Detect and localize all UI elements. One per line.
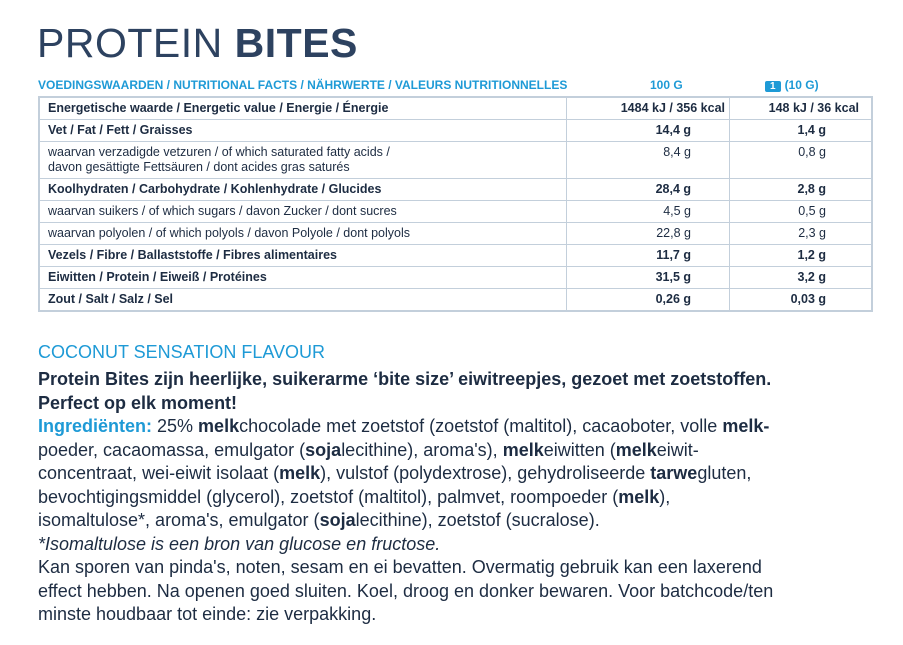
text-line: minste houdbaar tot einde: zie verpakkin… xyxy=(38,603,773,627)
nutrition-row: Energetische waarde / Energetic value / … xyxy=(38,96,873,120)
table-header: VOEDINGSWAARDEN / NUTRITIONAL FACTS / NÄ… xyxy=(38,78,872,94)
text-line: bevochtigingsmiddel (glycerol), zoetstof… xyxy=(38,486,773,510)
nutrition-row: Eiwitten / Protein / Eiweiß / Protéines 3… xyxy=(38,266,873,289)
nutrient-label: Eiwitten / Protein / Eiweiß / Protéines xyxy=(38,266,567,289)
nutrient-label: Koolhydraten / Carbohydrate / Kohlenhydr… xyxy=(38,178,567,201)
text-segment: lecithine), zoetstof (sucralose). xyxy=(355,510,600,530)
text-segment: concentraat, wei-eiwit isolaat ( xyxy=(38,463,280,483)
nutrition-row: waarvan verzadigde vetzuren / of which s… xyxy=(38,141,873,179)
text-segment: Perfect op elk moment! xyxy=(38,392,238,413)
nutrient-label: Vet / Fat / Fett / Graisses xyxy=(38,119,567,142)
text-segment: tarwe xyxy=(650,463,698,483)
label-line: Koolhydraten / Carbohydrate / Kohlenhydr… xyxy=(48,182,382,196)
text-segment: eiwit- xyxy=(656,439,699,460)
text-segment: bevochtigingsmiddel (glycerol), zoetstof… xyxy=(38,486,619,507)
text-segment: isomaltulose*, aroma's, emulgator ( xyxy=(38,510,320,530)
text-segment: eiwitten ( xyxy=(543,439,616,460)
label-line: Vezels / Fibre / Ballaststoffe / Fibres … xyxy=(48,248,338,262)
nutrition-row: Zout / Salt / Salz / Sel 0,26 g 0,03 g xyxy=(38,288,873,312)
text-line: effect hebben. Na openen goed sluiten. K… xyxy=(38,580,773,604)
text-segment: Protein Bites zijn heerlijke, suikerarme… xyxy=(38,369,772,389)
nutrient-label: Zout / Salt / Salz / Sel xyxy=(38,288,567,312)
nutrient-label: waarvan polyolen / of which polyols / da… xyxy=(38,222,567,245)
text-segment: chocolade met zoetstof (zoetstof (maltit… xyxy=(239,416,723,436)
value-portion: 3,2 g xyxy=(729,266,873,289)
value-100g: 28,4 g xyxy=(566,178,730,201)
value-portion: 2,3 g xyxy=(729,222,873,245)
label-line: waarvan polyolen / of which polyols / da… xyxy=(48,226,411,240)
value-100g: 4,5 g xyxy=(566,200,730,223)
value-portion: 0,8 g xyxy=(729,141,873,179)
value-100g: 22,8 g xyxy=(566,222,730,245)
text-segment: Kan sporen van pinda's, noten, sesam en … xyxy=(38,557,762,577)
nutrient-label: Energetische waarde / Energetic value / … xyxy=(38,96,567,120)
nutrient-label: Vezels / Fibre / Ballaststoffe / Fibres … xyxy=(38,244,567,267)
text-segment: *Isomaltulose is een bron van glucose en… xyxy=(38,533,441,554)
value-portion: 1,4 g xyxy=(729,119,873,142)
title: PROTEIN BITES xyxy=(37,20,358,67)
text-segment: soja xyxy=(319,510,356,530)
title-light: PROTEIN xyxy=(37,20,223,66)
value-100g: 14,4 g xyxy=(566,119,730,142)
text-segment: soja xyxy=(305,439,342,460)
text-line: Perfect op elk moment! xyxy=(38,392,773,416)
header-col2: 1 (10 G) xyxy=(765,78,819,92)
nutrition-row: Vezels / Fibre / Ballaststoffe / Fibres … xyxy=(38,244,873,267)
value-portion: 2,8 g xyxy=(729,178,873,201)
label-line: Eiwitten / Protein / Eiweiß / Protéines xyxy=(48,270,267,284)
body-text: Protein Bites zijn heerlijke, suikerarme… xyxy=(38,368,773,627)
text-segment: melk- xyxy=(722,416,770,436)
text-line: poeder, cacaomassa, emulgator (sojalecit… xyxy=(38,439,773,463)
text-line: Protein Bites zijn heerlijke, suikerarme… xyxy=(38,368,773,392)
value-100g: 11,7 g xyxy=(566,244,730,267)
header-label: VOEDINGSWAARDEN / NUTRITIONAL FACTS / NÄ… xyxy=(38,78,568,92)
text-line: isomaltulose*, aroma's, emulgator (sojal… xyxy=(38,509,773,533)
title-bold: BITES xyxy=(234,20,358,66)
text-segment: 25% xyxy=(152,416,199,436)
text-segment: melk xyxy=(502,439,544,460)
header-col1: 100 G xyxy=(650,78,683,92)
nutrition-row: Vet / Fat / Fett / Graisses 14,4 g 1,4 g xyxy=(38,119,873,142)
label-line: Energetische waarde / Energetic value / … xyxy=(48,101,389,115)
label-line: Vet / Fat / Fett / Graisses xyxy=(48,123,193,137)
text-line: Kan sporen van pinda's, noten, sesam en … xyxy=(38,556,773,580)
text-segment: melk xyxy=(279,463,321,483)
header-col2-text: (10 G) xyxy=(784,78,819,92)
value-100g: 31,5 g xyxy=(566,266,730,289)
text-line: *Isomaltulose is een bron van glucose en… xyxy=(38,533,773,557)
value-portion: 0,03 g xyxy=(729,288,873,312)
portion-badge: 1 xyxy=(765,81,781,92)
label-line: waarvan verzadigde vetzuren / of which s… xyxy=(48,145,390,159)
nutrition-row: waarvan polyolen / of which polyols / da… xyxy=(38,222,873,245)
value-portion: 1,2 g xyxy=(729,244,873,267)
flavour: COCONUT SENSATION FLAVOUR xyxy=(38,342,326,362)
text-line: Ingrediënten: 25% melkchocolade met zoet… xyxy=(38,415,773,439)
label-line: Zout / Salt / Salz / Sel xyxy=(48,292,174,306)
nutrition-row: waarvan suikers / of which sugars / davo… xyxy=(38,200,873,223)
text-segment: effect hebben. Na openen goed sluiten. K… xyxy=(38,580,774,601)
text-segment: lecithine), aroma's), xyxy=(341,439,503,460)
text-line: concentraat, wei-eiwit isolaat (melk), v… xyxy=(38,462,773,486)
text-segment: Ingrediënten: xyxy=(38,416,153,436)
text-segment: melk xyxy=(615,439,657,460)
label-line: waarvan suikers / of which sugars / davo… xyxy=(48,204,397,218)
text-segment: melk xyxy=(198,416,240,436)
text-segment: minste houdbaar tot einde: zie verpakkin… xyxy=(38,604,377,624)
text-segment: melk xyxy=(618,486,660,507)
value-portion: 0,5 g xyxy=(729,200,873,223)
nutrient-label: waarvan suikers / of which sugars / davo… xyxy=(38,200,567,223)
nutrition-table: Energetische waarde / Energetic value / … xyxy=(38,96,873,312)
text-segment: poeder, cacaomassa, emulgator ( xyxy=(38,439,306,460)
nutrition-row: Koolhydraten / Carbohydrate / Kohlenhydr… xyxy=(38,178,873,201)
value-100g: 1484 kJ / 356 kcal xyxy=(566,96,730,120)
value-portion: 148 kJ / 36 kcal xyxy=(729,96,873,120)
label-line: davon gesättigte Fettsäuren / dont acide… xyxy=(48,160,350,174)
text-segment: ), xyxy=(659,486,671,507)
value-100g: 0,26 g xyxy=(566,288,730,312)
nutrient-label: waarvan verzadigde vetzuren / of which s… xyxy=(38,141,567,179)
text-segment: ), vulstof (polydextrose), gehydroliseer… xyxy=(320,463,651,483)
text-segment: gluten, xyxy=(697,463,752,483)
value-100g: 8,4 g xyxy=(566,141,730,179)
